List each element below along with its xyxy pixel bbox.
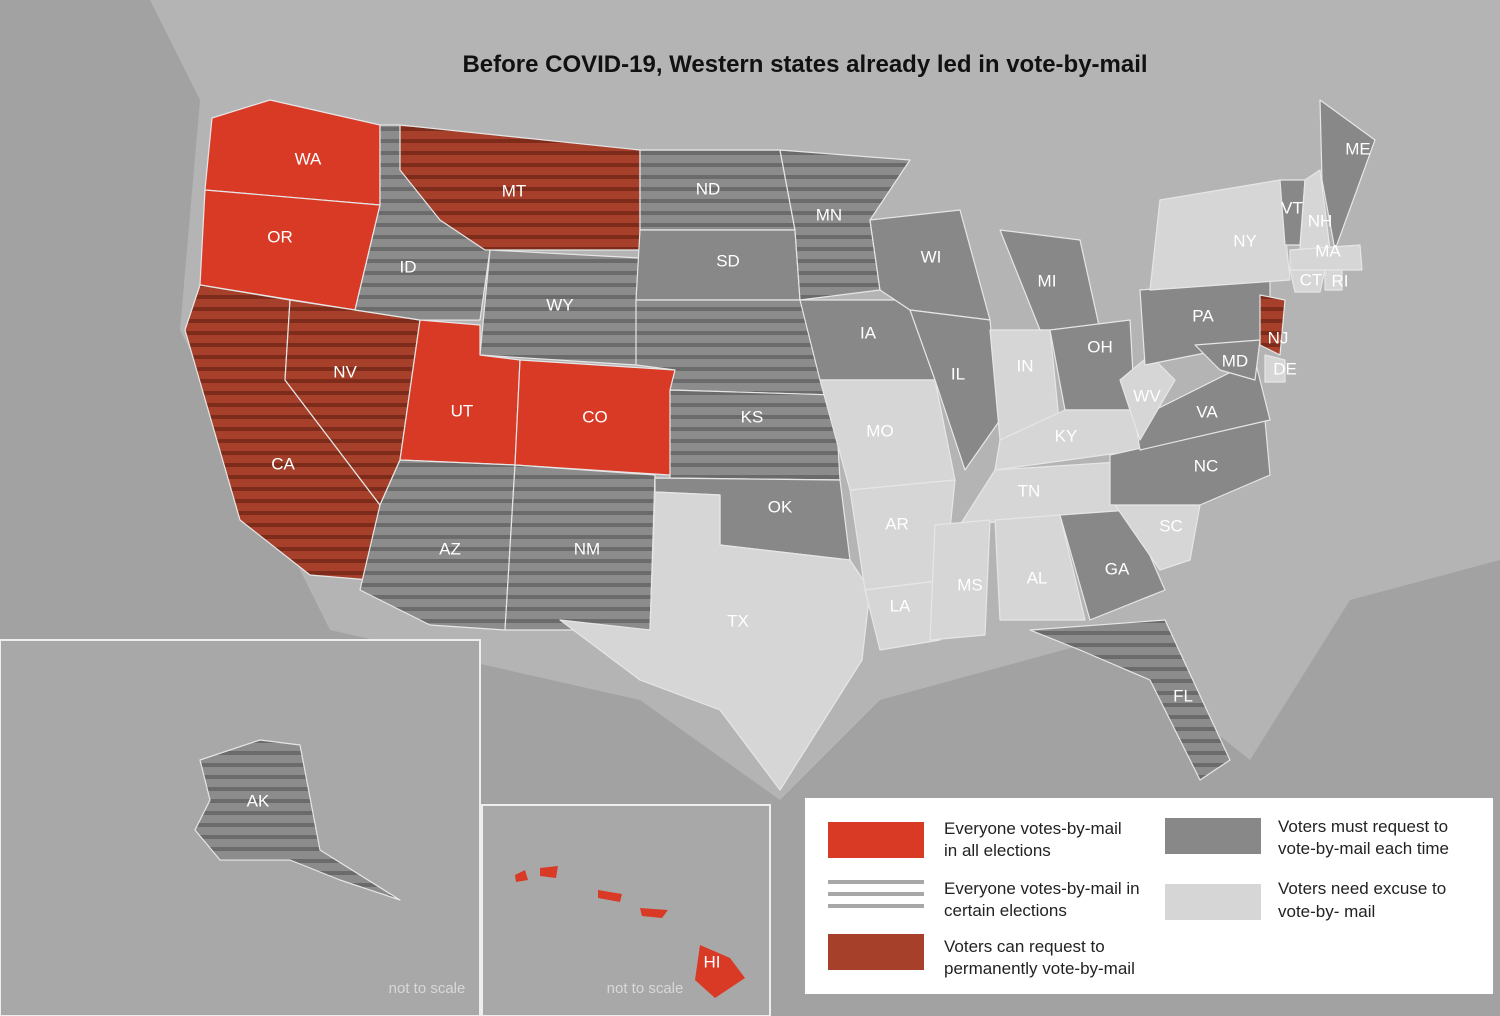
legend-swatch [828, 878, 924, 914]
state [1119, 354, 1176, 441]
state [994, 514, 1086, 621]
state-label: ID [400, 257, 417, 276]
state [909, 309, 1001, 471]
state-label: ND [696, 179, 721, 198]
state [669, 389, 841, 481]
state-label: KY [1055, 426, 1078, 445]
state-label: IL [951, 364, 965, 383]
state-label: AR [885, 514, 909, 533]
legend-text: in all elections [944, 841, 1051, 860]
state [1149, 179, 1291, 291]
state [1264, 354, 1286, 383]
state-label: NV [333, 362, 357, 381]
state-label: CT [1300, 270, 1323, 289]
state-label: OK [768, 497, 793, 516]
state-label: MA [1315, 241, 1341, 260]
state-label: MN [816, 205, 842, 224]
state-label: HI [704, 952, 721, 971]
state-label: WI [921, 247, 942, 266]
legend-text: permanently vote-by-mail [944, 959, 1135, 978]
state [929, 519, 991, 641]
title: Before COVID-19, Western states already … [462, 51, 1147, 78]
state-label: IA [860, 323, 877, 342]
state [1029, 619, 1231, 781]
state-label: CO [582, 407, 608, 426]
legend-text: Voters can request to [944, 937, 1105, 956]
state-label: MT [502, 181, 527, 200]
legend-text: certain elections [944, 901, 1067, 920]
state-label: MI [1038, 271, 1057, 290]
state-label: VT [1281, 198, 1303, 217]
state-label: NH [1308, 211, 1333, 230]
state-label: CA [271, 454, 295, 473]
legend: Everyone votes-by-mail in all elections … [805, 798, 1493, 994]
state-label: GA [1105, 559, 1130, 578]
state-label: WV [1133, 386, 1161, 405]
state-label: MO [866, 421, 893, 440]
legend-text: vote-by- mail [1278, 902, 1375, 921]
legend-text: Everyone votes-by-mail in [944, 879, 1140, 898]
legend-text: Voters need excuse to [1278, 879, 1446, 898]
state-label: MD [1222, 351, 1248, 370]
state-label: LA [890, 596, 911, 615]
hawaii [515, 866, 745, 998]
state-label: SC [1159, 516, 1183, 535]
state [1134, 359, 1271, 451]
state-labels: WA OR CA NV ID MT WY UT CO AZ NM ND SD K… [247, 139, 1371, 971]
state-label: NM [574, 539, 600, 558]
state-label: TX [727, 611, 749, 630]
state-label: ME [1345, 139, 1371, 158]
state [1289, 269, 1326, 293]
state-label: WA [295, 149, 322, 168]
state-label: OR [267, 227, 293, 246]
states [184, 99, 1376, 791]
state [194, 739, 401, 901]
scale-note: not to scale [389, 980, 466, 997]
state-label: UT [451, 401, 474, 420]
legend-text: Voters must request to [1278, 817, 1448, 836]
state-label: KS [741, 407, 764, 426]
legend-text: Everyone votes-by-mail [944, 819, 1122, 838]
legend-swatch [1165, 884, 1261, 920]
legend-swatch [828, 822, 924, 858]
state-label: IN [1017, 356, 1034, 375]
state-label: FL [1173, 686, 1193, 705]
legend-swatch [828, 934, 924, 970]
state [1259, 294, 1286, 356]
legend-swatch [1165, 818, 1261, 854]
state-label: WY [546, 295, 573, 314]
state-label: MS [957, 575, 983, 594]
state-label: AK [247, 791, 270, 810]
state-label: NY [1233, 231, 1257, 250]
state-label: NC [1194, 456, 1219, 475]
state-label: AL [1027, 568, 1048, 587]
state-label: TN [1018, 481, 1041, 500]
state [1324, 269, 1343, 291]
state-label: SD [716, 251, 740, 270]
state [1194, 339, 1261, 381]
state-label: NJ [1268, 328, 1289, 347]
state-label: PA [1192, 306, 1214, 325]
state [1289, 244, 1363, 271]
legend-text: vote-by-mail each time [1278, 839, 1449, 858]
state-label: DE [1273, 359, 1297, 378]
state-label: RI [1332, 271, 1349, 290]
state [559, 491, 871, 791]
state-label: AZ [439, 539, 461, 558]
state-label: OH [1087, 337, 1113, 356]
state [1049, 319, 1136, 411]
state-label: VA [1196, 402, 1218, 421]
scale-note: not to scale [607, 980, 684, 997]
state [864, 579, 946, 651]
